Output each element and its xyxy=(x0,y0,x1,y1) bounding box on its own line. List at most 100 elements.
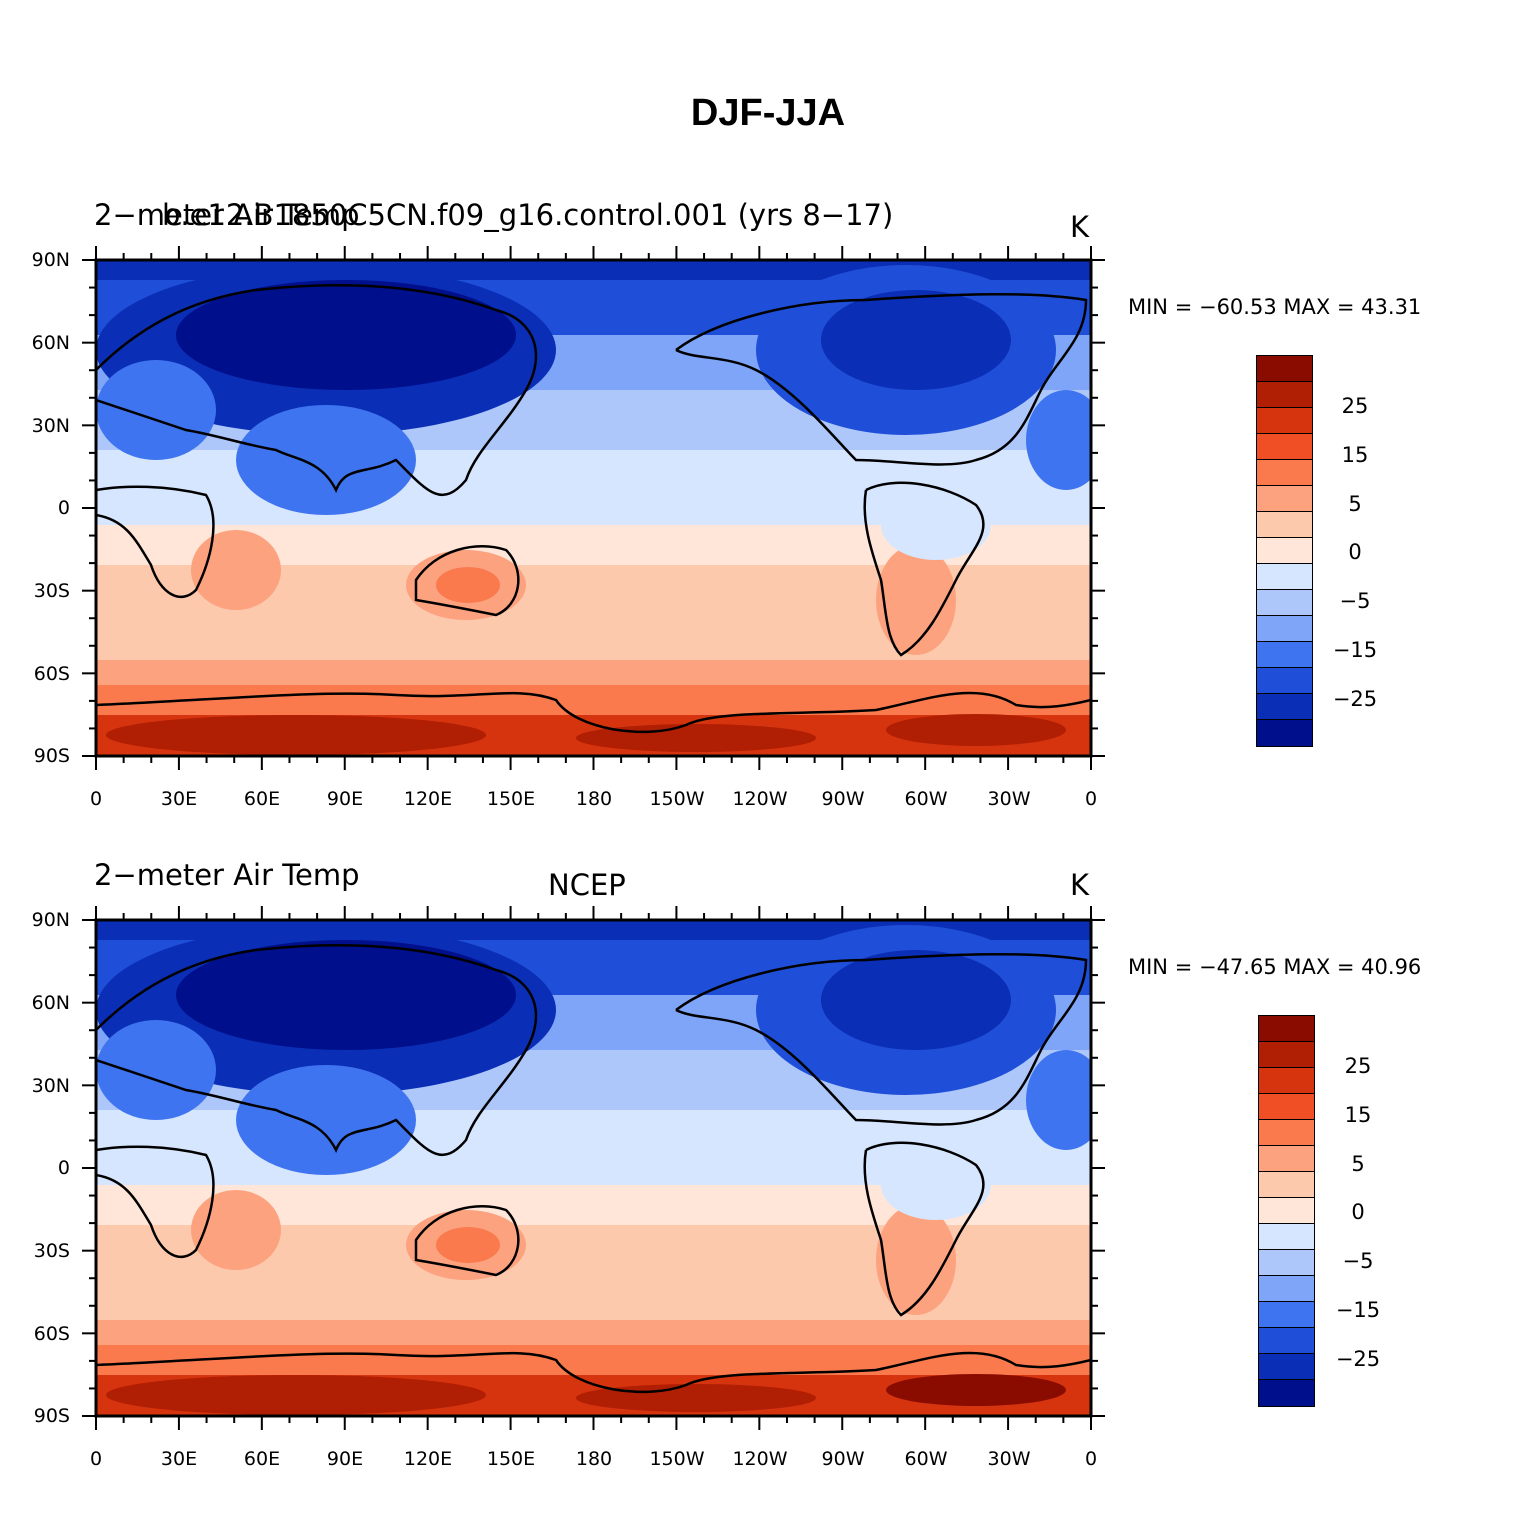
lon-tick: 120E xyxy=(403,788,453,810)
colorbar-swatch xyxy=(1257,694,1312,720)
lon-tick: 0 xyxy=(89,1448,103,1470)
colorbar-label: 5 xyxy=(1348,492,1362,516)
panel-center-title: NCEP xyxy=(548,868,626,902)
temperature-region xyxy=(881,490,991,560)
temperature-region xyxy=(436,1227,500,1263)
temperature-region xyxy=(176,940,516,1050)
lon-tick: 60E xyxy=(243,1448,281,1470)
colorbar xyxy=(1256,355,1313,747)
lon-tick: 120W xyxy=(732,788,788,810)
lon-tick: 0 xyxy=(89,788,103,810)
colorbar-swatch xyxy=(1257,538,1312,564)
colorbar-swatch xyxy=(1259,1146,1314,1172)
lon-tick: 0 xyxy=(1084,1448,1098,1470)
temperature-region xyxy=(96,360,216,460)
colorbar-swatch xyxy=(1257,616,1312,642)
coastline xyxy=(96,485,215,599)
lat-tick: 0 xyxy=(57,497,70,519)
lon-tick: 30W xyxy=(987,1448,1031,1470)
panel-units: K xyxy=(1070,868,1090,902)
lat-tick: 90N xyxy=(31,909,70,931)
colorbar-swatch xyxy=(1257,460,1312,486)
colorbar-swatch xyxy=(1259,1328,1314,1354)
colorbar-swatch xyxy=(1257,512,1312,538)
panel-units: K xyxy=(1070,210,1090,244)
colorbar-swatch xyxy=(1257,668,1312,694)
min-max-label: MIN = −60.53 MAX = 43.31 xyxy=(1128,295,1422,319)
lon-tick: 60W xyxy=(904,788,948,810)
temperature-region xyxy=(106,715,486,755)
temperature-region xyxy=(821,950,1011,1050)
lon-tick: 60W xyxy=(904,1448,948,1470)
map-border xyxy=(94,258,1093,758)
temperature-region xyxy=(176,280,516,390)
map-frame xyxy=(82,906,1105,1430)
panel-center-title: b.e12.B1850C5CN.f09_g16.control.001 (yrs… xyxy=(162,198,894,232)
lat-tick: 90S xyxy=(33,745,70,767)
colorbar-label: −25 xyxy=(1332,687,1378,711)
lon-tick: 180 xyxy=(575,788,613,810)
temperature-region xyxy=(1026,390,1091,490)
lat-tick: 90S xyxy=(33,1405,70,1427)
lon-tick: 150W xyxy=(649,1448,705,1470)
temperature-region xyxy=(876,545,956,655)
coastline xyxy=(675,292,1088,466)
lon-tick: 30E xyxy=(160,788,198,810)
panel-left-title: 2−meter Air Temp xyxy=(94,858,360,892)
colorbar-label: 25 xyxy=(1341,394,1369,418)
temperature-region xyxy=(886,714,1066,746)
colorbar-swatch xyxy=(1259,1016,1314,1042)
colorbar-swatch xyxy=(1259,1042,1314,1068)
lon-tick: 0 xyxy=(1084,788,1098,810)
colorbar-swatch xyxy=(1259,1224,1314,1250)
lon-tick: 30W xyxy=(987,788,1031,810)
lon-tick: 90E xyxy=(326,788,364,810)
panel-left-title: 2−meter Air Temp xyxy=(94,198,360,232)
lon-tick: 150E xyxy=(486,1448,536,1470)
colorbar-swatch xyxy=(1259,1068,1314,1094)
temperature-region xyxy=(96,1020,216,1120)
map-border xyxy=(94,918,1093,1418)
lon-tick: 150E xyxy=(486,788,536,810)
colorbar-label: 0 xyxy=(1351,1200,1365,1224)
colorbar-label: 0 xyxy=(1348,540,1362,564)
temperature-region xyxy=(236,405,416,515)
temperature-region xyxy=(886,1374,1066,1406)
coastline xyxy=(96,1351,1091,1394)
colorbar xyxy=(1258,1015,1315,1407)
temperature-region xyxy=(436,567,500,603)
coastline xyxy=(96,283,538,497)
coastline xyxy=(863,1141,985,1317)
colorbar-label: −5 xyxy=(1339,589,1371,613)
coastline xyxy=(96,1145,215,1259)
lon-tick: 30E xyxy=(160,1448,198,1470)
temperature-region xyxy=(106,1375,486,1415)
temperature-region xyxy=(876,1205,956,1315)
colorbar-label: 15 xyxy=(1341,443,1369,467)
lat-tick: 0 xyxy=(57,1157,70,1179)
colorbar-label: −25 xyxy=(1335,1347,1381,1371)
colorbar-swatch xyxy=(1259,1276,1314,1302)
min-max-label: MIN = −47.65 MAX = 40.96 xyxy=(1128,955,1422,979)
lon-tick: 60E xyxy=(243,788,281,810)
colorbar-swatch xyxy=(1259,1354,1314,1380)
colorbar-label: −15 xyxy=(1332,638,1378,662)
lon-tick: 90E xyxy=(326,1448,364,1470)
colorbar-swatch xyxy=(1259,1120,1314,1146)
colorbar-swatch xyxy=(1257,382,1312,408)
lat-tick: 30S xyxy=(33,1240,70,1262)
lon-tick: 120E xyxy=(403,1448,453,1470)
map-frame xyxy=(82,246,1105,770)
colorbar-swatch xyxy=(1257,408,1312,434)
temperature-band xyxy=(96,660,1091,685)
lon-tick: 90W xyxy=(821,788,865,810)
temperature-map xyxy=(96,260,1091,756)
temperature-region xyxy=(1026,1050,1091,1150)
lat-tick: 90N xyxy=(31,249,70,271)
coastline xyxy=(863,481,985,657)
colorbar-swatch xyxy=(1259,1198,1314,1224)
coastline xyxy=(414,545,520,617)
coastline xyxy=(675,952,1088,1126)
coastline xyxy=(414,1205,520,1277)
colorbar-swatch xyxy=(1259,1250,1314,1276)
